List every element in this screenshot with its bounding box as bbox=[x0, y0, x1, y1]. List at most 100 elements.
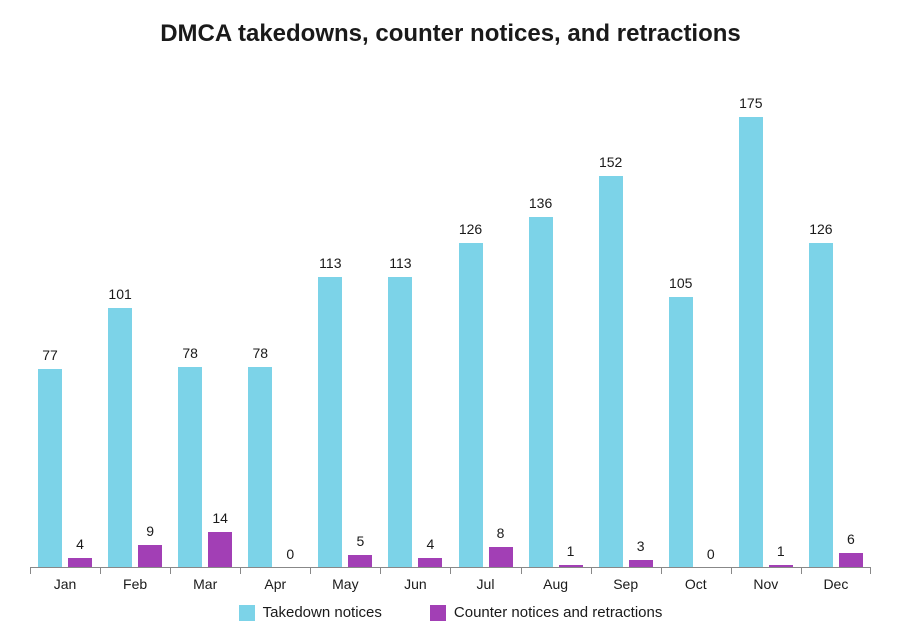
x-tick: Feb bbox=[100, 568, 170, 596]
month-group: 126 6 bbox=[801, 78, 871, 568]
counter-bar bbox=[208, 532, 232, 568]
x-tick: Oct bbox=[661, 568, 731, 596]
bar-value-label: 126 bbox=[459, 221, 482, 237]
counter-bar bbox=[489, 547, 513, 568]
counter-bar-wrap: 3 bbox=[629, 78, 653, 568]
bar-value-label: 0 bbox=[707, 546, 715, 562]
month-group: 77 4 bbox=[30, 78, 100, 568]
bar-value-label: 105 bbox=[669, 275, 692, 291]
takedown-bar bbox=[669, 297, 693, 568]
takedown-bar-wrap: 113 bbox=[318, 78, 342, 568]
takedown-bar bbox=[38, 369, 62, 568]
takedown-bar bbox=[529, 217, 553, 568]
takedown-bar-wrap: 136 bbox=[529, 78, 553, 568]
month-group: 101 9 bbox=[100, 78, 170, 568]
counter-bar bbox=[839, 553, 863, 568]
month-group: 1751 bbox=[731, 78, 801, 568]
takedown-bar bbox=[739, 117, 763, 568]
takedown-bar bbox=[459, 243, 483, 568]
takedown-bar-wrap: 175 bbox=[739, 78, 763, 568]
month-group: 113 5 bbox=[310, 78, 380, 568]
legend-swatch bbox=[430, 605, 446, 621]
bar-value-label: 77 bbox=[42, 347, 58, 363]
takedown-bar bbox=[178, 367, 202, 568]
month-group: 136 1 bbox=[521, 78, 591, 568]
takedown-bar-wrap: 105 bbox=[669, 78, 693, 568]
counter-bar-wrap: 6 bbox=[839, 78, 863, 568]
bar-value-label: 126 bbox=[809, 221, 832, 237]
x-tick: Jun bbox=[380, 568, 450, 596]
legend-label: Counter notices and retractions bbox=[454, 604, 662, 621]
counter-bar-wrap: 8 bbox=[489, 78, 513, 568]
takedown-bar-wrap: 126 bbox=[809, 78, 833, 568]
takedown-bar-wrap: 126 bbox=[459, 78, 483, 568]
counter-bar-wrap: 5 bbox=[348, 78, 372, 568]
takedown-bar bbox=[108, 308, 132, 568]
dmca-chart: DMCA takedowns, counter notices, and ret… bbox=[0, 0, 901, 643]
counter-bar-wrap: 1 bbox=[769, 78, 793, 568]
bar-value-label: 6 bbox=[847, 531, 855, 547]
month-group: 78 14 bbox=[170, 78, 240, 568]
bar-value-label: 113 bbox=[319, 255, 341, 271]
legend-item: Counter notices and retractions bbox=[430, 604, 662, 621]
month-group: 78 0 bbox=[240, 78, 310, 568]
counter-bar-wrap: 0 bbox=[278, 78, 302, 568]
takedown-bar bbox=[599, 176, 623, 568]
counter-bar-wrap: 4 bbox=[68, 78, 92, 568]
bar-value-label: 136 bbox=[529, 195, 552, 211]
bar-value-label: 1 bbox=[567, 543, 575, 559]
counter-bar-wrap: 0 bbox=[699, 78, 723, 568]
bar-value-label: 4 bbox=[427, 536, 435, 552]
takedown-bar-wrap: 101 bbox=[108, 78, 132, 568]
x-tick: Dec bbox=[801, 568, 871, 596]
bars-row: 7741019781478011351134126813611523105017… bbox=[30, 78, 871, 568]
x-tick: Jul bbox=[450, 568, 520, 596]
bar-value-label: 78 bbox=[182, 345, 198, 361]
x-tick: Nov bbox=[731, 568, 801, 596]
bar-value-label: 4 bbox=[76, 536, 84, 552]
x-tick: Apr bbox=[240, 568, 310, 596]
bar-value-label: 152 bbox=[599, 154, 622, 170]
takedown-bar-wrap: 113 bbox=[388, 78, 412, 568]
month-group: 1523 bbox=[591, 78, 661, 568]
legend-item: Takedown notices bbox=[239, 604, 382, 621]
bar-value-label: 175 bbox=[739, 95, 762, 111]
bar-value-label: 14 bbox=[212, 510, 228, 526]
bar-value-label: 78 bbox=[252, 345, 268, 361]
takedown-bar-wrap: 77 bbox=[38, 78, 62, 568]
month-group: 105 0 bbox=[661, 78, 731, 568]
counter-bar-wrap: 14 bbox=[208, 78, 232, 568]
bar-value-label: 3 bbox=[637, 538, 645, 554]
x-axis: JanFebMarAprMayJunJulAugSepOctNovDec bbox=[30, 568, 871, 596]
plot-area: 7741019781478011351134126813611523105017… bbox=[30, 78, 871, 568]
counter-bar-wrap: 4 bbox=[418, 78, 442, 568]
chart-title: DMCA takedowns, counter notices, and ret… bbox=[20, 20, 881, 48]
takedown-bar-wrap: 78 bbox=[248, 78, 272, 568]
bar-value-label: 1 bbox=[777, 543, 785, 559]
takedown-bar-wrap: 152 bbox=[599, 78, 623, 568]
bar-value-label: 113 bbox=[389, 255, 411, 271]
takedown-bar bbox=[318, 277, 342, 568]
x-tick: Sep bbox=[591, 568, 661, 596]
x-tick: Mar bbox=[170, 568, 240, 596]
takedown-bar-wrap: 78 bbox=[178, 78, 202, 568]
counter-bar bbox=[138, 545, 162, 568]
bar-value-label: 8 bbox=[497, 525, 505, 541]
counter-bar-wrap: 9 bbox=[138, 78, 162, 568]
legend-swatch bbox=[239, 605, 255, 621]
takedown-bar bbox=[388, 277, 412, 568]
bar-value-label: 9 bbox=[146, 523, 154, 539]
bar-value-label: 101 bbox=[108, 286, 131, 302]
x-tick: Aug bbox=[521, 568, 591, 596]
x-tick: Jan bbox=[30, 568, 100, 596]
counter-bar-wrap: 1 bbox=[559, 78, 583, 568]
takedown-bar bbox=[248, 367, 272, 568]
month-group: 113 4 bbox=[380, 78, 450, 568]
month-group: 126 8 bbox=[450, 78, 520, 568]
legend-label: Takedown notices bbox=[263, 604, 382, 621]
bar-value-label: 0 bbox=[286, 546, 294, 562]
bar-value-label: 5 bbox=[356, 533, 364, 549]
legend: Takedown notices Counter notices and retr… bbox=[20, 604, 881, 621]
x-tick: May bbox=[310, 568, 380, 596]
takedown-bar bbox=[809, 243, 833, 568]
